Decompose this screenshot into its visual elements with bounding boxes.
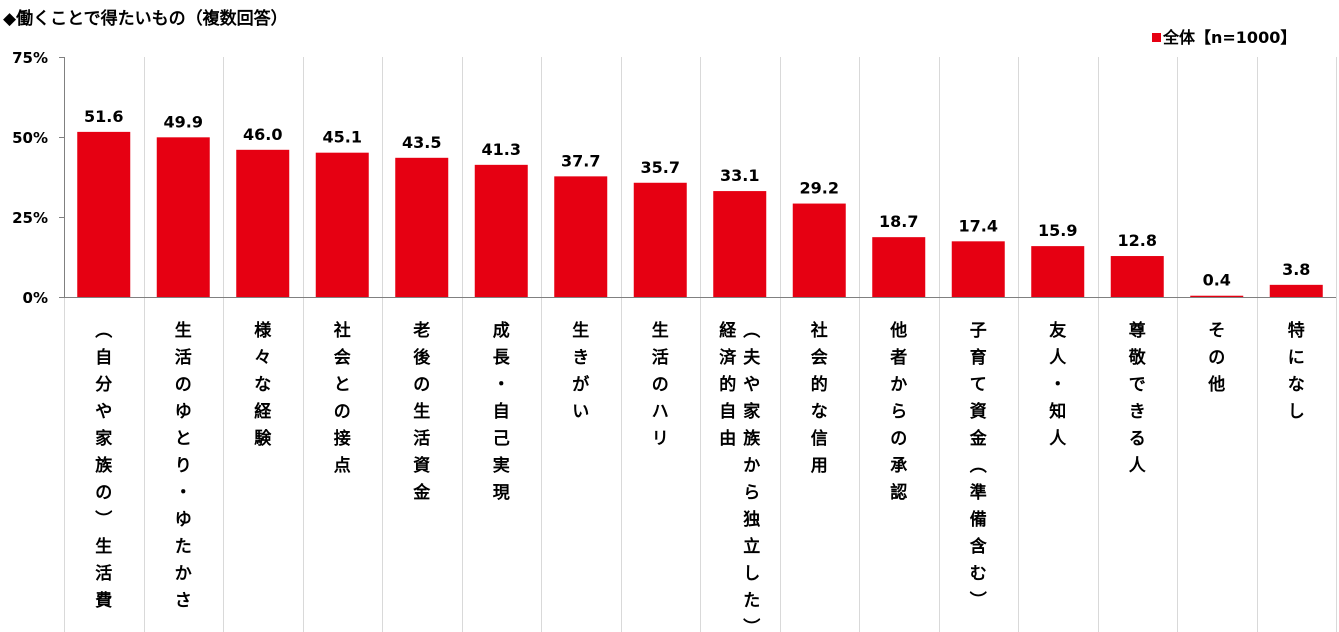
data-label: 18.7	[879, 212, 918, 231]
bar	[633, 182, 687, 297]
data-label: 33.1	[720, 166, 759, 185]
bar	[77, 131, 131, 297]
category-label: 様々な経験	[254, 320, 272, 449]
bar	[713, 191, 767, 297]
bar	[156, 137, 210, 297]
category-label: 友人・知人	[1048, 320, 1067, 449]
category-label: 生活のハリ	[652, 320, 669, 449]
bar	[315, 152, 369, 297]
data-label: 45.1	[323, 128, 362, 147]
bar	[236, 149, 290, 297]
bar	[1031, 246, 1085, 297]
category-label: 経済的自由︵夫や家族から独立した︶	[719, 320, 761, 632]
bar	[1269, 284, 1323, 297]
category-label: 社会との接点	[333, 320, 351, 476]
category-label: 尊敬できる人	[1128, 320, 1147, 476]
bar	[1190, 295, 1244, 297]
y-tick-label: 50%	[12, 129, 48, 147]
chart-title: ◆働くことで得たいもの（複数回答）	[3, 9, 288, 29]
data-label: 35.7	[641, 158, 680, 177]
category-label: 成長・自己実現	[493, 320, 511, 503]
category-label: 生活のゆとり・ゆたかさ	[175, 320, 192, 611]
bar	[395, 157, 449, 297]
category-label: 子育て資金︵準備含む︶	[969, 321, 988, 611]
bar	[1110, 256, 1164, 297]
bar	[792, 203, 846, 297]
data-label: 17.4	[959, 216, 998, 235]
data-label: 46.0	[243, 125, 282, 144]
bar	[872, 237, 926, 297]
data-label: 49.9	[164, 112, 203, 131]
data-label: 51.6	[84, 107, 123, 126]
y-tick-label: 25%	[12, 209, 48, 227]
bar	[474, 164, 528, 297]
bar	[554, 176, 608, 297]
legend: 全体【n=1000】	[1152, 24, 1296, 48]
category-label: ︵自分や家族の︶生活費	[95, 321, 113, 611]
legend-swatch	[1152, 33, 1161, 42]
data-label: 43.5	[402, 133, 441, 152]
data-label: 3.8	[1282, 260, 1310, 279]
data-label: 15.9	[1038, 221, 1077, 240]
data-label: 29.2	[800, 179, 839, 198]
data-label: 0.4	[1203, 271, 1231, 290]
y-tick-label: 0%	[23, 289, 48, 307]
legend-label: 全体【n=1000】	[1163, 28, 1297, 47]
category-label: 社会的な信用	[810, 320, 828, 476]
data-label: 37.7	[561, 151, 600, 170]
category-label: 他者からの承認	[889, 320, 907, 503]
category-label: 特になし	[1288, 320, 1305, 422]
y-tick-label: 75%	[12, 49, 48, 67]
category-label: 老後の生活資金	[412, 320, 431, 503]
category-label: 生きがい	[572, 320, 589, 422]
data-label: 41.3	[482, 140, 521, 159]
bar	[951, 241, 1005, 297]
data-label: 12.8	[1118, 231, 1157, 250]
category-label: その他	[1207, 321, 1225, 395]
